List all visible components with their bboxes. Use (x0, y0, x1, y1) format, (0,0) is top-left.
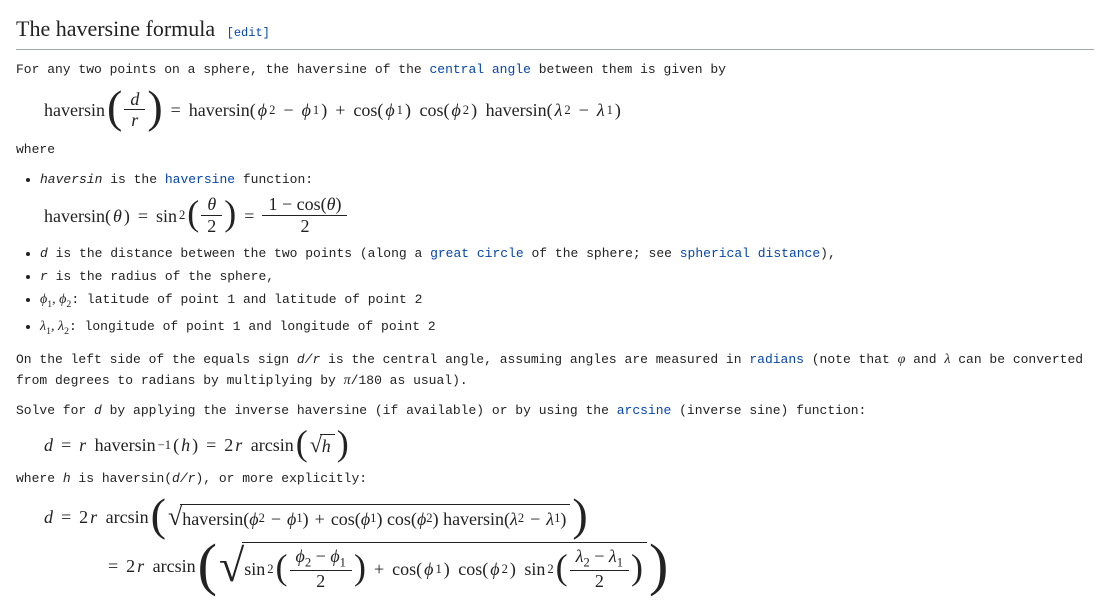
heading-text: The haversine formula (16, 16, 215, 41)
formula-haversin-def: haversin(θ) = sin2 ( θ2 ) = 1 − cos(θ) 2 (44, 195, 1094, 236)
section-heading: The haversine formula [edit] (16, 12, 1094, 50)
text: between them is given by (531, 62, 726, 77)
list-item: r is the radius of the sphere, (40, 267, 1094, 287)
list-item: ϕ1, ϕ2: latitude of point 1 and latitude… (40, 289, 1094, 312)
edit-link[interactable]: [edit] (227, 26, 270, 40)
where-label: where (16, 140, 1094, 160)
text: For any two points on a sphere, the have… (16, 62, 429, 77)
spherical-distance-link[interactable]: spherical distance (680, 246, 820, 261)
haversine-link[interactable]: haversine (165, 172, 235, 187)
radians-link[interactable]: radians (749, 352, 804, 367)
solve-paragraph: Solve for d by applying the inverse have… (16, 401, 1094, 421)
h-paragraph: where h is haversin(d/r), or more explic… (16, 469, 1094, 489)
arcsine-link[interactable]: arcsine (617, 403, 672, 418)
radians-paragraph: On the left side of the equals sign d/r … (16, 349, 1094, 391)
list-item: λ1, λ2: longitude of point 1 and longitu… (40, 316, 1094, 339)
list-item: d is the distance between the two points… (40, 244, 1094, 264)
formula-d-explicit: d=2r arcsin ( √ haversin(ϕ2−ϕ1) + cos(ϕ1… (44, 499, 1094, 592)
central-angle-link[interactable]: central angle (429, 62, 530, 77)
great-circle-link[interactable]: great circle (430, 246, 524, 261)
formula-d-arcsin: d=r haversin−1(h) = 2r arcsin ( √h ) (44, 431, 1094, 460)
list-item: haversin is the haversine function: have… (40, 170, 1094, 236)
formula-haversin-main: haversin ( dr ) = haversin(ϕ2−ϕ1) + cos(… (44, 90, 1094, 131)
definitions-list: haversin is the haversine function: have… (16, 170, 1094, 339)
intro-paragraph: For any two points on a sphere, the have… (16, 60, 1094, 80)
